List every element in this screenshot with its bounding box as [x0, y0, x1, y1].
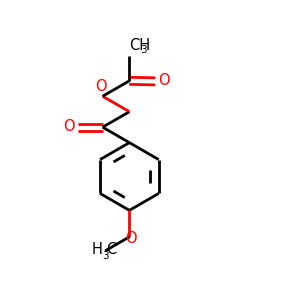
- Text: 3: 3: [141, 45, 147, 55]
- Text: CH: CH: [129, 38, 151, 53]
- Text: C: C: [106, 242, 117, 257]
- Text: O: O: [158, 73, 170, 88]
- Text: H: H: [91, 242, 102, 257]
- Text: 3: 3: [102, 251, 109, 261]
- Text: O: O: [125, 231, 137, 246]
- Text: O: O: [96, 79, 107, 94]
- Text: O: O: [64, 118, 75, 134]
